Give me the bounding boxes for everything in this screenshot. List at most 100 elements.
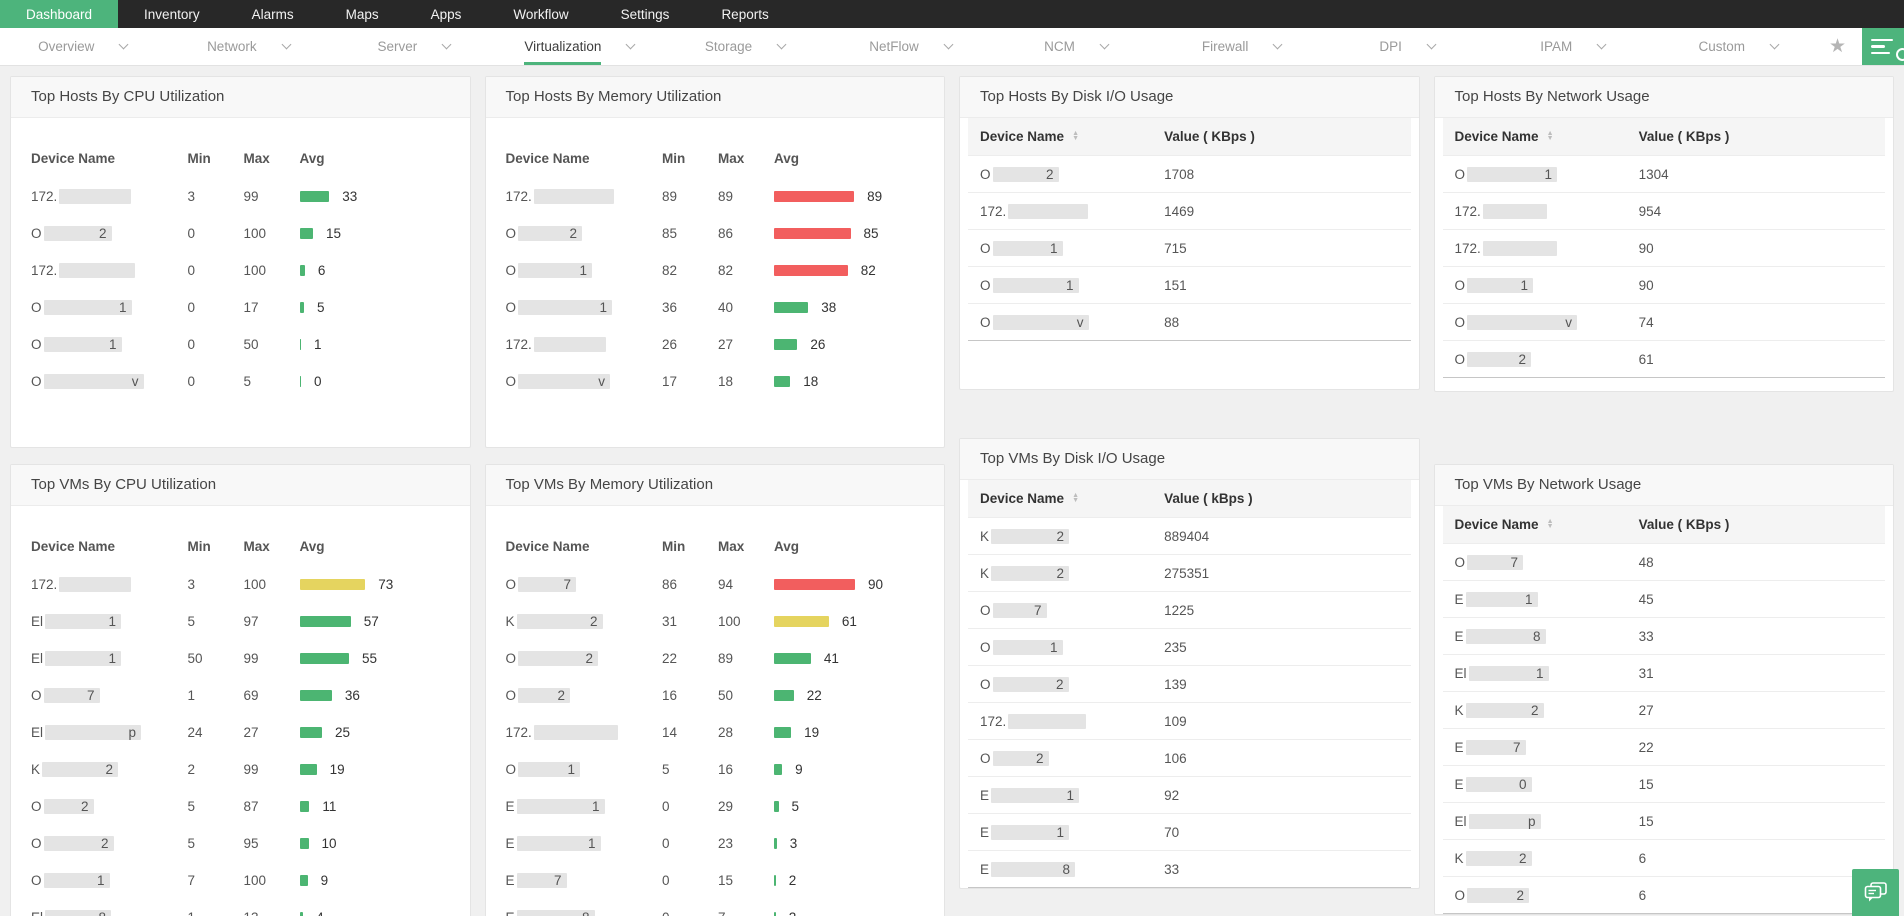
- tab-label[interactable]: Network: [207, 39, 257, 54]
- column-header-device-name[interactable]: Device Name ▲ ▼: [1455, 517, 1639, 532]
- chevron-down-icon[interactable]: [441, 39, 452, 50]
- device-name[interactable]: 172.: [506, 725, 663, 740]
- tab-label[interactable]: Firewall: [1201, 39, 1249, 54]
- tab-label[interactable]: Storage: [704, 39, 753, 54]
- device-name[interactable]: 172.: [1455, 203, 1639, 219]
- chevron-down-icon[interactable]: [776, 39, 787, 50]
- tab-label[interactable]: DPI: [1379, 39, 1402, 54]
- tab-network[interactable]: Network: [166, 28, 332, 65]
- tab-ncm[interactable]: NCM: [993, 28, 1159, 65]
- tab-label[interactable]: IPAM: [1540, 39, 1573, 54]
- nav-item-maps[interactable]: Maps: [345, 6, 379, 22]
- nav-item-inventory[interactable]: Inventory: [144, 6, 200, 22]
- chevron-down-icon[interactable]: [943, 39, 954, 50]
- device-name[interactable]: El p: [31, 725, 188, 740]
- tab-label[interactable]: Overview: [38, 39, 95, 54]
- column-header-device-name[interactable]: Device Name ▲ ▼: [980, 491, 1164, 506]
- favorite-star-icon[interactable]: ★: [1828, 36, 1846, 57]
- device-name[interactable]: 172.: [31, 189, 188, 204]
- chevron-down-icon[interactable]: [1596, 39, 1607, 50]
- chevron-down-icon[interactable]: [1426, 39, 1437, 50]
- nav-item-settings[interactable]: Settings: [620, 6, 670, 22]
- device-name[interactable]: 172.: [506, 337, 663, 352]
- tab-label[interactable]: NCM: [1044, 39, 1075, 54]
- nav-item-reports[interactable]: Reports: [721, 6, 769, 22]
- tab-virtualization[interactable]: Virtualization: [497, 28, 663, 65]
- chevron-down-icon[interactable]: [281, 39, 292, 50]
- device-name[interactable]: E8: [506, 910, 663, 916]
- tab-storage[interactable]: Storage: [662, 28, 828, 65]
- tab-server[interactable]: Server: [331, 28, 497, 65]
- tab-overview[interactable]: Overview: [0, 28, 166, 65]
- device-name[interactable]: 172.: [980, 203, 1164, 219]
- device-name[interactable]: 172.: [506, 189, 663, 204]
- device-name[interactable]: El 1: [31, 651, 188, 666]
- tab-ipam[interactable]: IPAM: [1490, 28, 1656, 65]
- nav-item-alarms[interactable]: Alarms: [251, 6, 294, 22]
- device-name[interactable]: 172.: [1455, 240, 1639, 256]
- tab-dpi[interactable]: DPI: [1324, 28, 1490, 65]
- chevron-down-icon[interactable]: [1769, 39, 1780, 50]
- tab-firewall[interactable]: Firewall: [1159, 28, 1325, 65]
- sort-icon[interactable]: ▲ ▼: [1072, 130, 1079, 142]
- sort-icon[interactable]: ▲ ▼: [1072, 492, 1079, 504]
- sort-icon[interactable]: ▲ ▼: [1546, 130, 1554, 142]
- column-header-device-name[interactable]: Device Name ▲ ▼: [980, 129, 1164, 144]
- feedback-chat-button[interactable]: [1852, 869, 1899, 916]
- tab-label[interactable]: Server: [377, 39, 418, 54]
- device-name[interactable]: 172.: [31, 577, 188, 592]
- device-name[interactable]: El 8: [31, 910, 188, 916]
- device-name[interactable]: El 1: [31, 614, 188, 629]
- tab-label[interactable]: Custom: [1698, 39, 1745, 54]
- device-name[interactable]: 172.: [31, 263, 188, 278]
- column-header-device-name[interactable]: Device Name ▲ ▼: [1455, 129, 1639, 144]
- tab-label[interactable]: Virtualization: [524, 28, 602, 65]
- chevron-down-icon[interactable]: [1272, 39, 1283, 50]
- tab-custom[interactable]: Custom: [1655, 28, 1821, 65]
- nav-item-apps[interactable]: Apps: [430, 6, 462, 22]
- chevron-down-icon[interactable]: [1099, 39, 1110, 50]
- device-name[interactable]: 172.: [980, 713, 1164, 729]
- nav-item-dashboard[interactable]: Dashboard: [0, 0, 119, 28]
- tab-netflow[interactable]: NetFlow: [828, 28, 994, 65]
- widget-menu-button[interactable]: [1862, 28, 1904, 65]
- nav-item-workflow[interactable]: Workflow: [513, 6, 569, 22]
